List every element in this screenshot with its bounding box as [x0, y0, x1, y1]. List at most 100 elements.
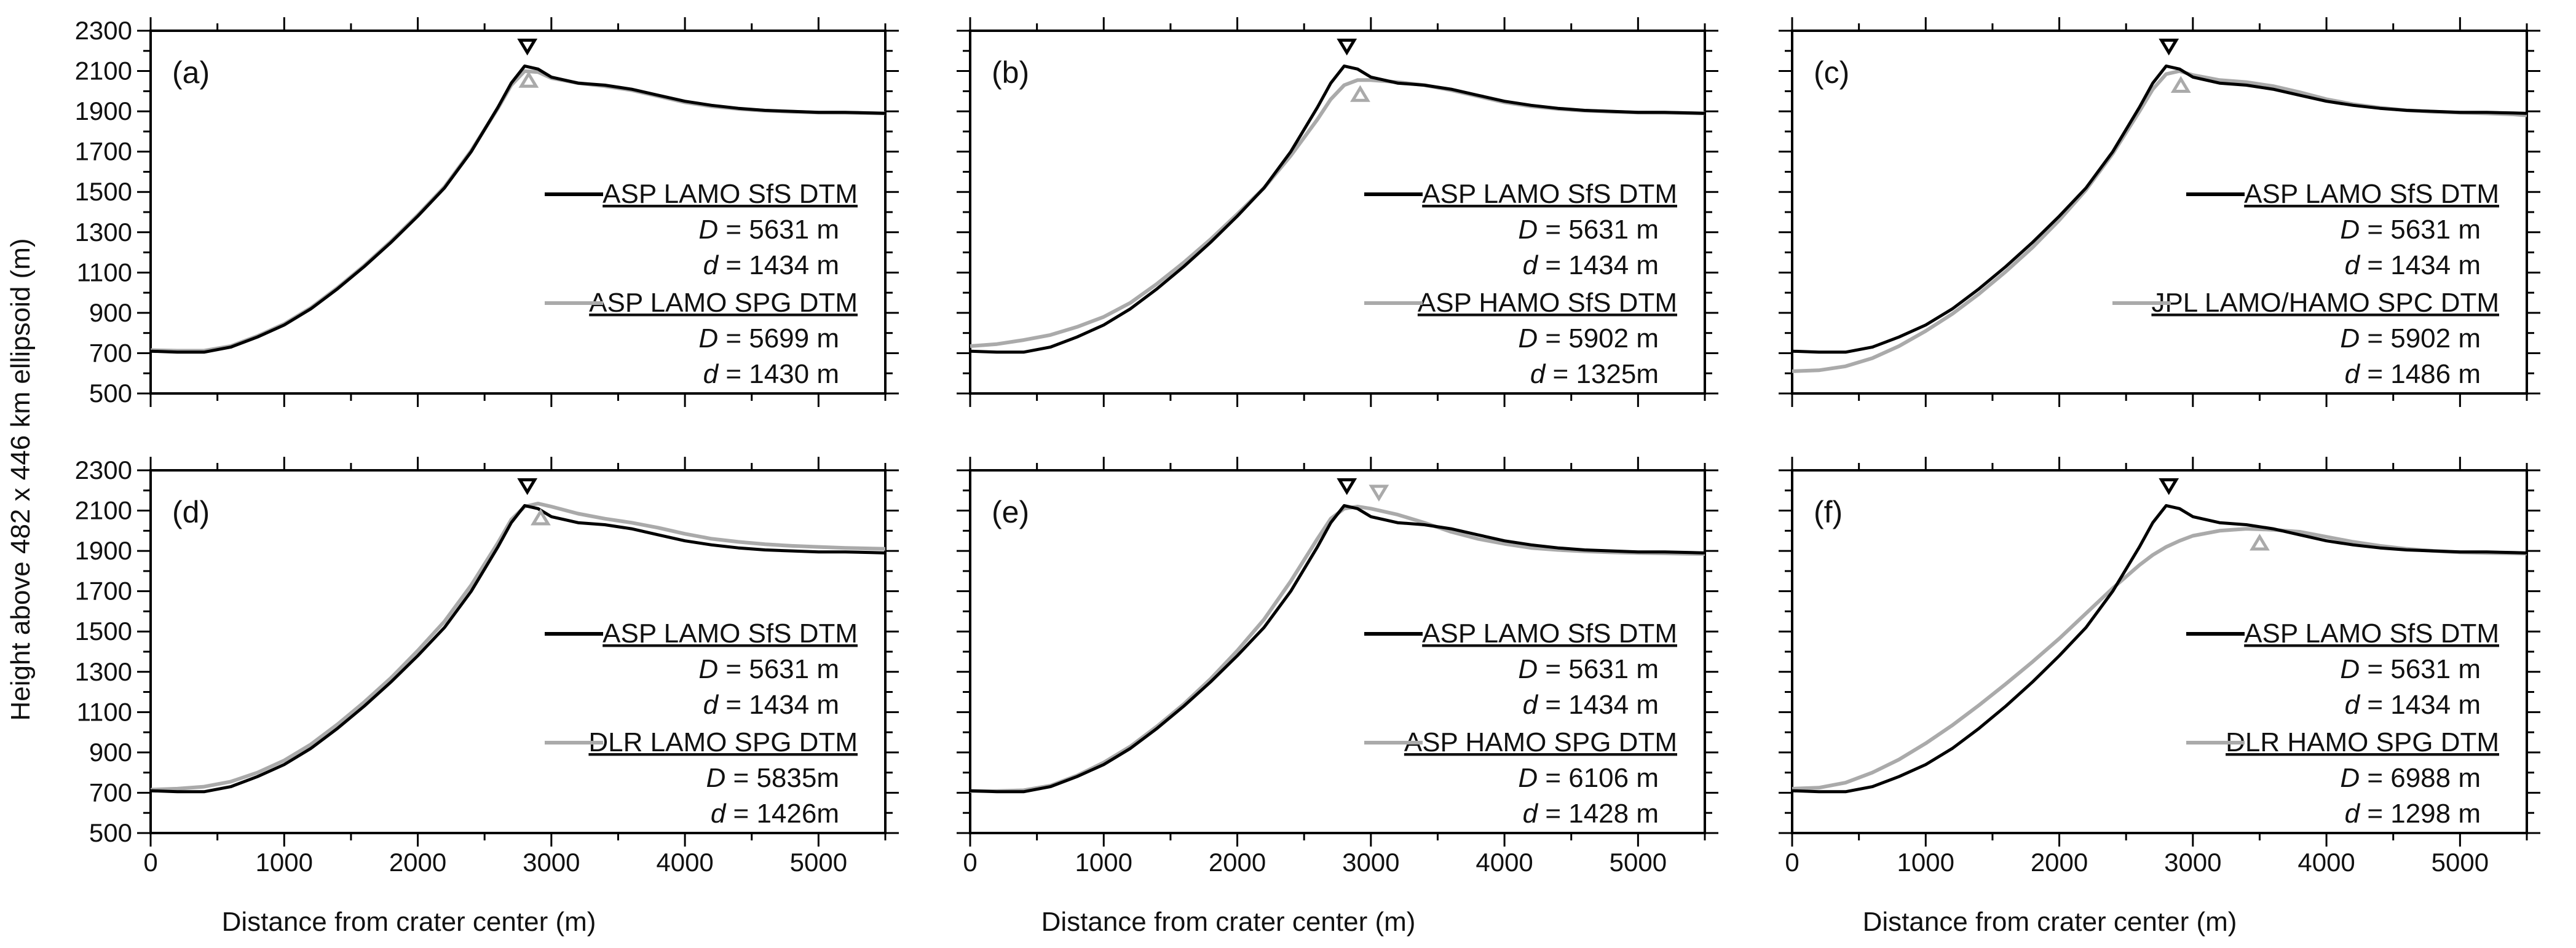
legend: ASP LAMO SfS DTM D = 5631 m d = 1434 m ASP … [1364, 179, 1677, 389]
x-tick-label: 0 [963, 848, 977, 877]
comparison-rim-marker [2250, 534, 2270, 551]
panel-label: (f) [1814, 495, 1843, 529]
x-axis-title-3: Distance from crater center (m) [1863, 907, 2237, 937]
y-tick-label: 2300 [75, 456, 132, 484]
x-axis-title-2: Distance from crater center (m) [1041, 907, 1416, 937]
legend-diameter: D = 6988 m [2340, 763, 2481, 793]
x-tick-label: 5000 [2432, 848, 2489, 877]
x-tick-label: 1000 [1075, 848, 1132, 877]
y-tick-label: 500 [89, 379, 132, 408]
legend-entry-name: DLR LAMO SPG DTM [588, 727, 858, 757]
legend-entry-name: DLR HAMO SPG DTM [2226, 727, 2499, 757]
legend-depth: d = 1426m [711, 799, 839, 829]
x-tick-label: 3000 [2164, 848, 2221, 877]
panel-a: 500 700 900 1100 1300 1500 1700 1900 2100 2300 (a)… [75, 16, 899, 408]
y-tick-label: 700 [89, 338, 132, 367]
legend: ASP LAMO SfS DTM D = 5631 m d = 1434 m DLR … [545, 618, 858, 829]
legend-depth: d = 1434 m [2345, 690, 2481, 720]
x-tick-label: 5000 [790, 848, 847, 877]
y-tick-label: 1300 [75, 218, 132, 247]
reference-series-line [970, 64, 1705, 354]
y-axis-title: Height above 482 x 446 km ellipsoid (m) [6, 238, 36, 721]
y-tick-label: 900 [89, 298, 132, 327]
panel-label: (d) [172, 495, 210, 529]
y-tick-label: 1500 [75, 177, 132, 206]
legend-entry-name: ASP HAMO SPG DTM [1404, 727, 1677, 757]
x-tick-label: 0 [1785, 848, 1799, 877]
reference-rim-marker [1337, 478, 1357, 496]
panel-label: (e) [992, 495, 1029, 529]
legend-depth: d = 1428 m [1523, 799, 1659, 829]
legend-diameter: D = 5631 m [698, 215, 839, 245]
y-tick-label: 1100 [77, 697, 132, 726]
y-tick-label: 1700 [75, 137, 132, 166]
legend-diameter: D = 5835m [706, 763, 839, 793]
legend-entry-name: ASP LAMO SfS DTM [603, 618, 858, 649]
legend: ASP LAMO SfS DTM D = 5631 m d = 1434 m DLR … [2186, 618, 2499, 829]
legend-entry-name: ASP HAMO SfS DTM [1418, 288, 1677, 318]
panel-e: 0 1000 2000 3000 4000 5000 (e) ASP LAMO SfS DTM… [957, 457, 1718, 877]
legend-diameter: D = 5631 m [1518, 654, 1659, 684]
legend-diameter: D = 5631 m [2340, 654, 2481, 684]
legend-depth: d = 1434 m [703, 250, 839, 280]
legend-depth: d = 1430 m [703, 359, 839, 389]
legend-entry-name: ASP LAMO SfS DTM [603, 179, 858, 209]
x-tick-label: 3000 [1342, 848, 1399, 877]
x-tick-label: 1000 [256, 848, 313, 877]
x-tick-label: 5000 [1610, 848, 1667, 877]
y-tick-label: 1900 [75, 536, 132, 565]
reference-series-line [1792, 64, 2527, 354]
legend-entry-name: ASP LAMO SPG DTM [589, 288, 858, 318]
legend: ASP LAMO SfS DTM D = 5631 m d = 1434 m JPL … [2112, 179, 2499, 389]
legend: ASP LAMO SfS DTM D = 5631 m d = 1434 m ASP … [1364, 618, 1677, 829]
legend: ASP LAMO SfS DTM D = 5631 m d = 1434 m ASP … [545, 179, 858, 389]
reference-series-line [970, 504, 1705, 794]
legend-diameter: D = 5631 m [2340, 215, 2481, 245]
y-tick-label: 2100 [75, 496, 132, 525]
legend-depth: d = 1434 m [1523, 690, 1659, 720]
comparison-rim-marker [1350, 85, 1370, 102]
reference-series-line [150, 64, 886, 354]
x-tick-label: 2000 [2031, 848, 2088, 877]
x-tick-label: 2000 [1209, 848, 1266, 877]
x-tick-label: 4000 [656, 848, 713, 877]
x-tick-label: 2000 [389, 848, 446, 877]
reference-rim-marker [1337, 38, 1357, 56]
legend-depth: d = 1434 m [1523, 250, 1659, 280]
reference-rim-marker [517, 38, 538, 56]
y-tick-label: 2100 [75, 57, 132, 85]
x-tick-label: 0 [143, 848, 157, 877]
legend-depth: d = 1434 m [703, 690, 839, 720]
panel-label: (a) [172, 55, 210, 90]
panel-c: (c) ASP LAMO SfS DTM D = 5631 m d = 1434 m J… [1779, 17, 2540, 407]
comparison-rim-marker [2170, 76, 2191, 93]
panel-label: (c) [1814, 55, 1849, 90]
legend-depth: d = 1486 m [2345, 359, 2481, 389]
y-tick-label: 2300 [75, 16, 132, 45]
comparison-rim-marker [531, 508, 551, 526]
reference-series-line [150, 504, 886, 794]
panel-d: 0 1000 2000 3000 4000 5000 500 700 900 1100 1300 15… [75, 456, 899, 877]
y-tick-label: 700 [89, 778, 132, 807]
comparison-rim-marker [1369, 484, 1389, 502]
y-tick-label: 1700 [75, 577, 132, 606]
legend-diameter: D = 5902 m [2340, 323, 2481, 354]
legend-depth: d = 1325m [1530, 359, 1659, 389]
x-tick-label: 3000 [523, 848, 580, 877]
legend-diameter: D = 6106 m [1518, 763, 1659, 793]
reference-rim-marker [2159, 38, 2179, 56]
panel-label: (b) [992, 55, 1029, 90]
x-tick-label: 4000 [1476, 848, 1533, 877]
legend-diameter: D = 5631 m [1518, 215, 1659, 245]
y-tick-label: 500 [89, 818, 132, 847]
comparison-rim-marker [518, 71, 539, 88]
y-tick-label: 1900 [75, 97, 132, 125]
reference-rim-marker [517, 478, 538, 496]
reference-rim-marker [2159, 478, 2179, 496]
x-axis-title-1: Distance from crater center (m) [222, 907, 596, 937]
legend-diameter: D = 5631 m [698, 654, 839, 684]
legend-entry-name: JPL LAMO/HAMO SPC DTM [2151, 288, 2499, 318]
y-tick-label: 1300 [75, 657, 132, 686]
